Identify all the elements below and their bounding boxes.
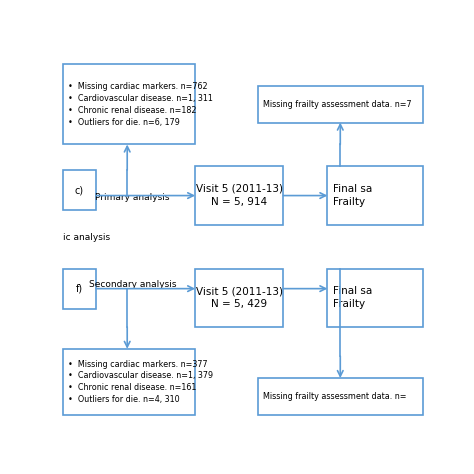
Text: •  Missing cardiac markers. n=377
•  Cardiovascular disease. n=1, 379
•  Chronic: • Missing cardiac markers. n=377 • Cardi… [68, 359, 214, 404]
Text: Visit 5 (2011-13)
N = 5, 429: Visit 5 (2011-13) N = 5, 429 [196, 286, 283, 310]
Text: Missing frailty assessment data. n=7: Missing frailty assessment data. n=7 [263, 100, 412, 109]
FancyBboxPatch shape [258, 86, 423, 123]
FancyBboxPatch shape [258, 378, 423, 415]
FancyBboxPatch shape [63, 269, 96, 309]
FancyBboxPatch shape [63, 64, 195, 145]
Text: ic analysis: ic analysis [63, 233, 110, 242]
FancyBboxPatch shape [328, 269, 423, 327]
Text: Primary analysis: Primary analysis [95, 193, 170, 202]
FancyBboxPatch shape [63, 349, 195, 415]
Text: •  Missing cardiac markers. n=762
•  Cardiovascular disease. n=1, 311
•  Chronic: • Missing cardiac markers. n=762 • Cardi… [68, 82, 213, 127]
FancyBboxPatch shape [328, 166, 423, 225]
Text: Secondary analysis: Secondary analysis [89, 281, 176, 290]
Text: c): c) [75, 185, 84, 195]
Text: Visit 5 (2011-13)
N = 5, 914: Visit 5 (2011-13) N = 5, 914 [196, 184, 283, 207]
Text: Final sa
Frailty: Final sa Frailty [333, 286, 372, 310]
Text: Missing frailty assessment data. n=: Missing frailty assessment data. n= [263, 392, 407, 401]
FancyBboxPatch shape [195, 269, 283, 327]
Text: Final sa
Frailty: Final sa Frailty [333, 184, 372, 207]
FancyBboxPatch shape [63, 170, 96, 210]
FancyBboxPatch shape [195, 166, 283, 225]
Text: f): f) [76, 283, 83, 293]
